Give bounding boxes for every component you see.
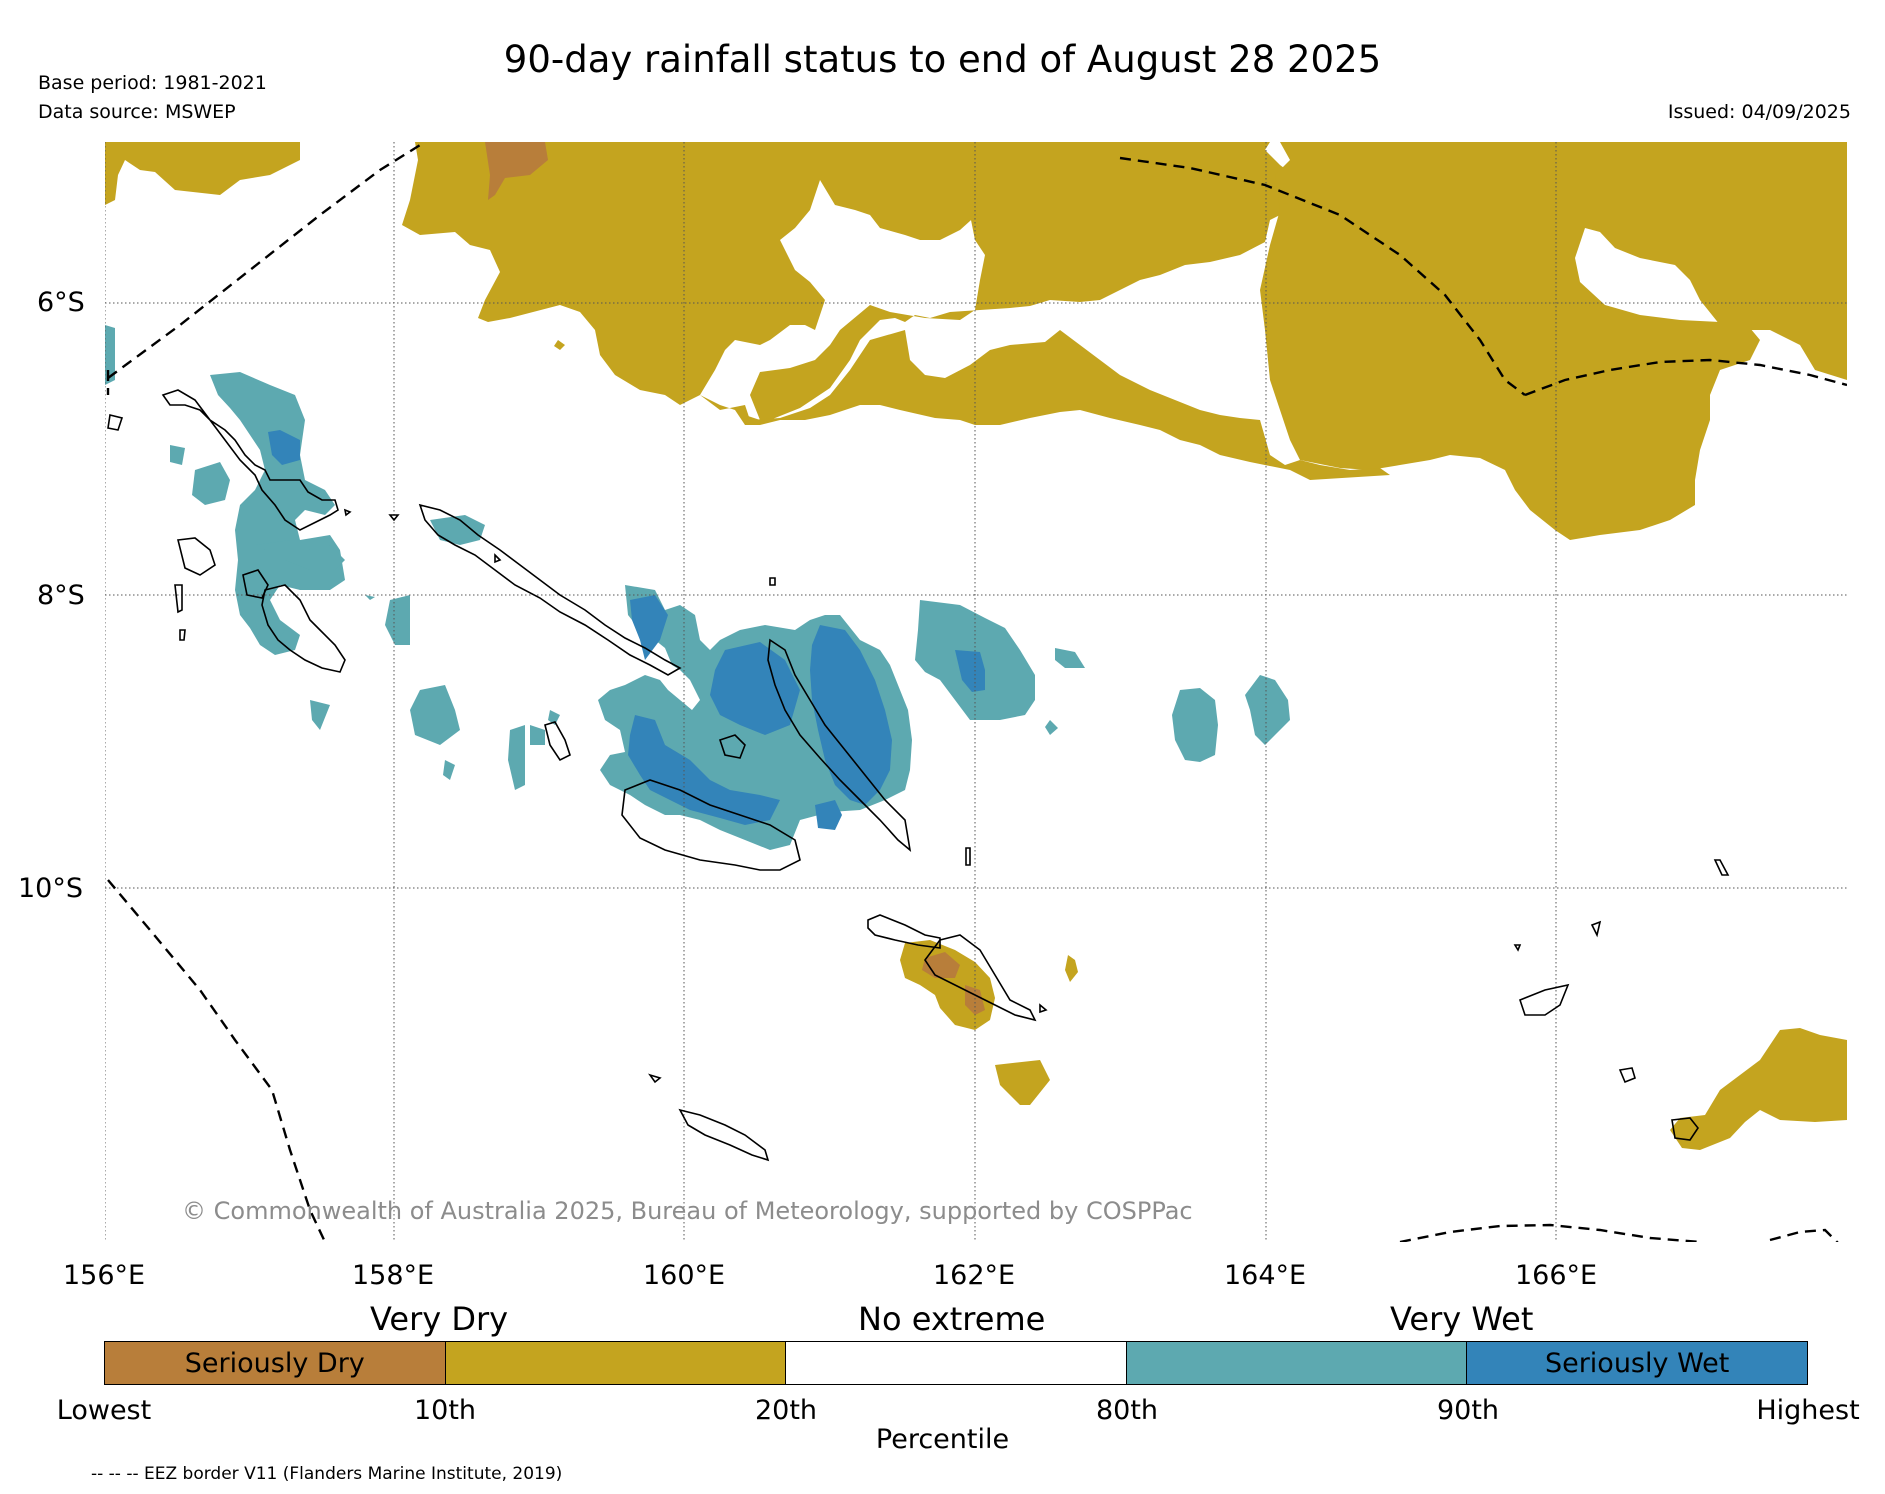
seriously-wet-region-east-1 — [955, 650, 985, 692]
very-dry-region-south-islet — [995, 1060, 1050, 1105]
coastline-guadalcanal — [621, 779, 801, 871]
lat-label-8s: 8°S — [37, 580, 85, 611]
legend-header-very-wet: Very Wet — [1390, 1300, 1534, 1338]
very-dry-region-makira — [900, 940, 995, 1030]
legend-axis-label: Percentile — [875, 1424, 1010, 1455]
coastline-russell — [544, 721, 571, 762]
data-source-text: Data source: MSWEP — [38, 101, 236, 123]
very-dry-region-small — [554, 340, 565, 350]
lat-label-6s: 6°S — [37, 287, 85, 318]
coastlines — [107, 389, 1730, 1162]
copyright-text: © Commonwealth of Australia 2025, Bureau… — [182, 1197, 1193, 1225]
base-period-text: Base period: 1981-2021 — [38, 72, 267, 94]
legend-segment-very-wet — [1126, 1342, 1468, 1384]
issued-date-text: Issued: 04/09/2025 — [1667, 101, 1851, 123]
very-wet-region-choiseul — [255, 540, 345, 570]
coastline-florida — [718, 734, 746, 759]
coastline-small-islands — [107, 414, 1048, 1084]
legend-colorbar: Seriously Dry Seriously Wet — [104, 1341, 1808, 1385]
coastline-santa-cruz — [1618, 1067, 1699, 1141]
seriously-dry-region-makira — [922, 952, 960, 978]
rainfall-map — [105, 142, 1847, 1242]
seriously-dry-region-north — [485, 142, 548, 200]
very-wet-region-east-2 — [1045, 648, 1290, 762]
lon-label-164e: 164°E — [1224, 1260, 1307, 1291]
seriously-wet-region-central — [710, 642, 800, 735]
coastline-bougainville — [161, 389, 339, 531]
coastline-isabel — [767, 638, 912, 852]
coastline-ulawa — [965, 847, 971, 866]
lat-label-10s: 10°S — [18, 873, 83, 904]
coastline-treasury — [177, 537, 216, 576]
very-dry-region-north-east — [745, 142, 1310, 420]
coastline-vanuatu-north — [1513, 859, 1730, 1016]
very-wet-region-west-2 — [192, 462, 230, 505]
eez-borders — [106, 142, 1847, 1242]
legend-segment-very-dry — [445, 1342, 787, 1384]
lon-label-156e: 156°E — [63, 1260, 146, 1291]
seriously-wet-region-guadalcanal — [628, 715, 780, 825]
very-dry-region-east — [1260, 142, 1847, 540]
legend-tick-90th: 90th — [1436, 1395, 1500, 1426]
lon-label-158e: 158°E — [352, 1260, 435, 1291]
coastline-malaita — [924, 934, 1037, 1022]
very-dry-region-south-east — [1670, 1028, 1847, 1150]
very-dry-region-north-central — [700, 330, 1390, 480]
legend-header-no-extreme: No extreme — [858, 1300, 1046, 1338]
very-dry-region-north-west-strip — [105, 142, 300, 205]
coastline-buka — [174, 584, 186, 641]
legend-segment-seriously-dry: Seriously Dry — [105, 1342, 446, 1384]
legend-header-very-dry: Very Dry — [370, 1300, 509, 1338]
very-wet-region-west — [210, 372, 345, 655]
legend-segment-seriously-wet: Seriously Wet — [1467, 1342, 1807, 1384]
lon-label-162e: 162°E — [933, 1260, 1016, 1291]
eez-border-note: -- -- -- EEZ border V11 (Flanders Marine… — [91, 1464, 563, 1484]
seriously-wet-region-isabel-east — [630, 595, 668, 660]
very-dry-region-north-west — [105, 142, 825, 405]
very-dry-region-east-islet — [1065, 955, 1078, 982]
legend-tick-lowest: Lowest — [56, 1395, 152, 1426]
coastline-choiseul — [418, 503, 682, 676]
coastline-makira — [867, 914, 941, 949]
map-title: 90-day rainfall status to end of August … — [503, 38, 1382, 81]
coastline-shortland — [242, 569, 269, 599]
legend-tick-80th: 80th — [1095, 1395, 1159, 1426]
legend-segment-no-extreme — [786, 1342, 1127, 1384]
legend-tick-20th: 20th — [754, 1395, 818, 1426]
lon-label-166e: 166°E — [1515, 1260, 1598, 1291]
coastline-newgeorgia — [261, 584, 346, 673]
legend-tick-highest: Highest — [1756, 1395, 1860, 1426]
coastline-rennell — [678, 1108, 770, 1162]
lon-label-160e: 160°E — [643, 1260, 726, 1291]
gridlines — [105, 142, 1847, 1242]
seriously-wet-region-south — [815, 800, 842, 830]
very-wet-region-west-3 — [170, 445, 185, 465]
very-wet-region-newgeorgia — [255, 595, 560, 790]
legend-tick-10th: 10th — [413, 1395, 477, 1426]
seriously-wet-region-malaita — [810, 625, 892, 805]
seriously-wet-region-west — [268, 430, 300, 465]
